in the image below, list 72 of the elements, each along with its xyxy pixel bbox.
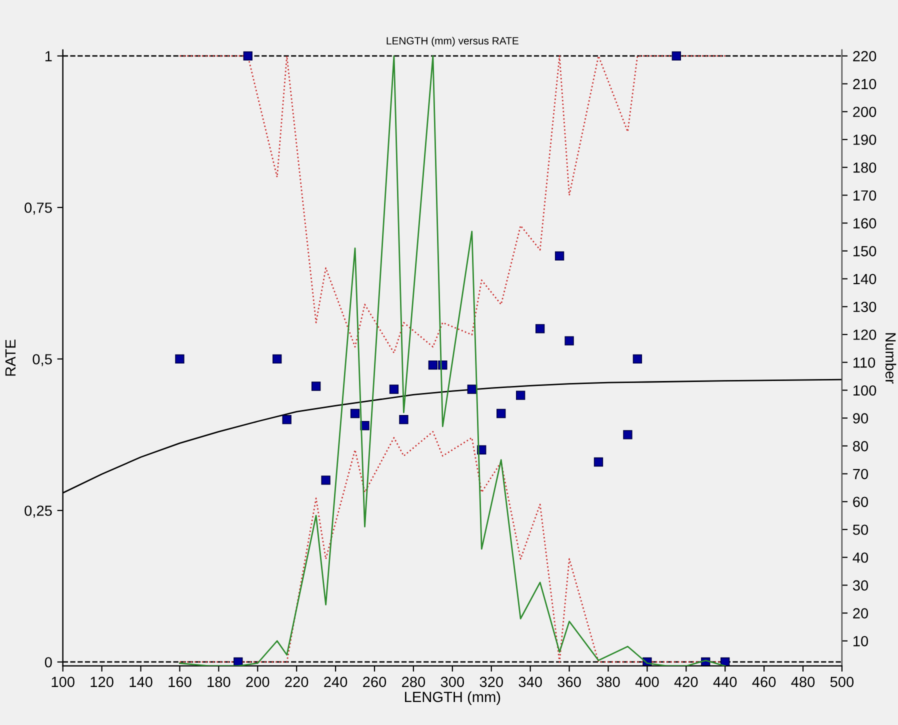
x-tick-label: 440: [713, 676, 737, 688]
point: [554, 251, 564, 261]
y2-tick-label: 60: [853, 496, 868, 508]
chart-title: LENGTH (mm) versus RATE: [386, 36, 518, 47]
y2-axis-title: Number: [885, 333, 896, 384]
y2-tick-label: 220: [853, 51, 876, 62]
y2-tick-label: 120: [853, 330, 876, 340]
y2-tick-label: 30: [852, 580, 868, 591]
x-tick-label: 360: [558, 676, 581, 688]
point: [389, 384, 399, 394]
y2-tick-label: 200: [853, 106, 876, 118]
x-tick-label: 500: [830, 676, 854, 688]
y2-tick-label: 150: [853, 246, 876, 256]
x-tick-label: 220: [285, 676, 308, 688]
y2-tick-label: 190: [853, 134, 876, 145]
x-tick-label: 340: [518, 676, 542, 688]
x-tick-label: 480: [791, 676, 815, 688]
point: [321, 476, 330, 485]
x-tick-label: 280: [402, 676, 426, 688]
y2-tick-label: 70: [853, 468, 868, 480]
x-tick-label: 240: [324, 676, 348, 688]
y2-tick-label: 110: [853, 357, 876, 368]
x-tick-label: 400: [635, 676, 659, 688]
y2-tick-label: 130: [853, 302, 876, 312]
y-tick-label: 0,25: [24, 506, 52, 518]
point: [175, 354, 184, 364]
y2-tick-label: 80: [853, 441, 868, 452]
y2-tick-label: 170: [853, 190, 876, 201]
y2-tick-label: 140: [853, 274, 876, 284]
x-axis-title: LENGTH (mm): [405, 691, 500, 705]
x-tick-label: 180: [208, 676, 230, 688]
x-tick-label: 100: [52, 676, 74, 688]
x-tick-label: 140: [130, 676, 152, 688]
y2-tick-label: 90: [853, 413, 868, 424]
point: [428, 360, 438, 370]
point: [516, 390, 526, 400]
point: [496, 408, 506, 418]
point: [311, 382, 321, 391]
point: [672, 51, 681, 61]
y2-tick-label: 160: [853, 218, 876, 229]
y-tick-label: 0: [44, 657, 52, 668]
x-tick-label: 160: [168, 676, 192, 688]
point: [623, 430, 632, 440]
point: [282, 414, 292, 424]
point: [564, 336, 574, 346]
y2-tick-label: 10: [853, 636, 868, 646]
point: [243, 51, 252, 61]
point: [594, 457, 604, 467]
x-tick-label: 380: [596, 676, 620, 688]
y-tick-label: 0,5: [32, 354, 52, 366]
y-axis-title: RATE: [5, 340, 16, 376]
y2-tick-label: 210: [853, 78, 876, 90]
y-tick-label: 0,75: [24, 202, 52, 215]
y2-tick-label: 100: [853, 385, 876, 396]
x-tick-label: 320: [480, 676, 503, 688]
point: [632, 354, 642, 364]
y2-tick-label: 20: [853, 608, 868, 618]
point: [535, 324, 545, 334]
point: [467, 384, 476, 394]
y-tick-label: 1: [45, 51, 52, 62]
point: [272, 354, 282, 364]
y2-tick-label: 180: [853, 162, 876, 173]
point: [399, 414, 408, 424]
x-tick-label: 200: [246, 676, 270, 688]
x-tick-label: 420: [674, 676, 698, 688]
point: [350, 408, 360, 418]
y2-tick-label: 50: [852, 524, 868, 535]
x-tick-label: 460: [752, 676, 776, 688]
x-tick-label: 260: [363, 676, 386, 688]
y2-tick-label: 40: [852, 552, 868, 563]
x-tick-label: 120: [90, 676, 114, 688]
x-tick-label: 300: [440, 676, 464, 688]
